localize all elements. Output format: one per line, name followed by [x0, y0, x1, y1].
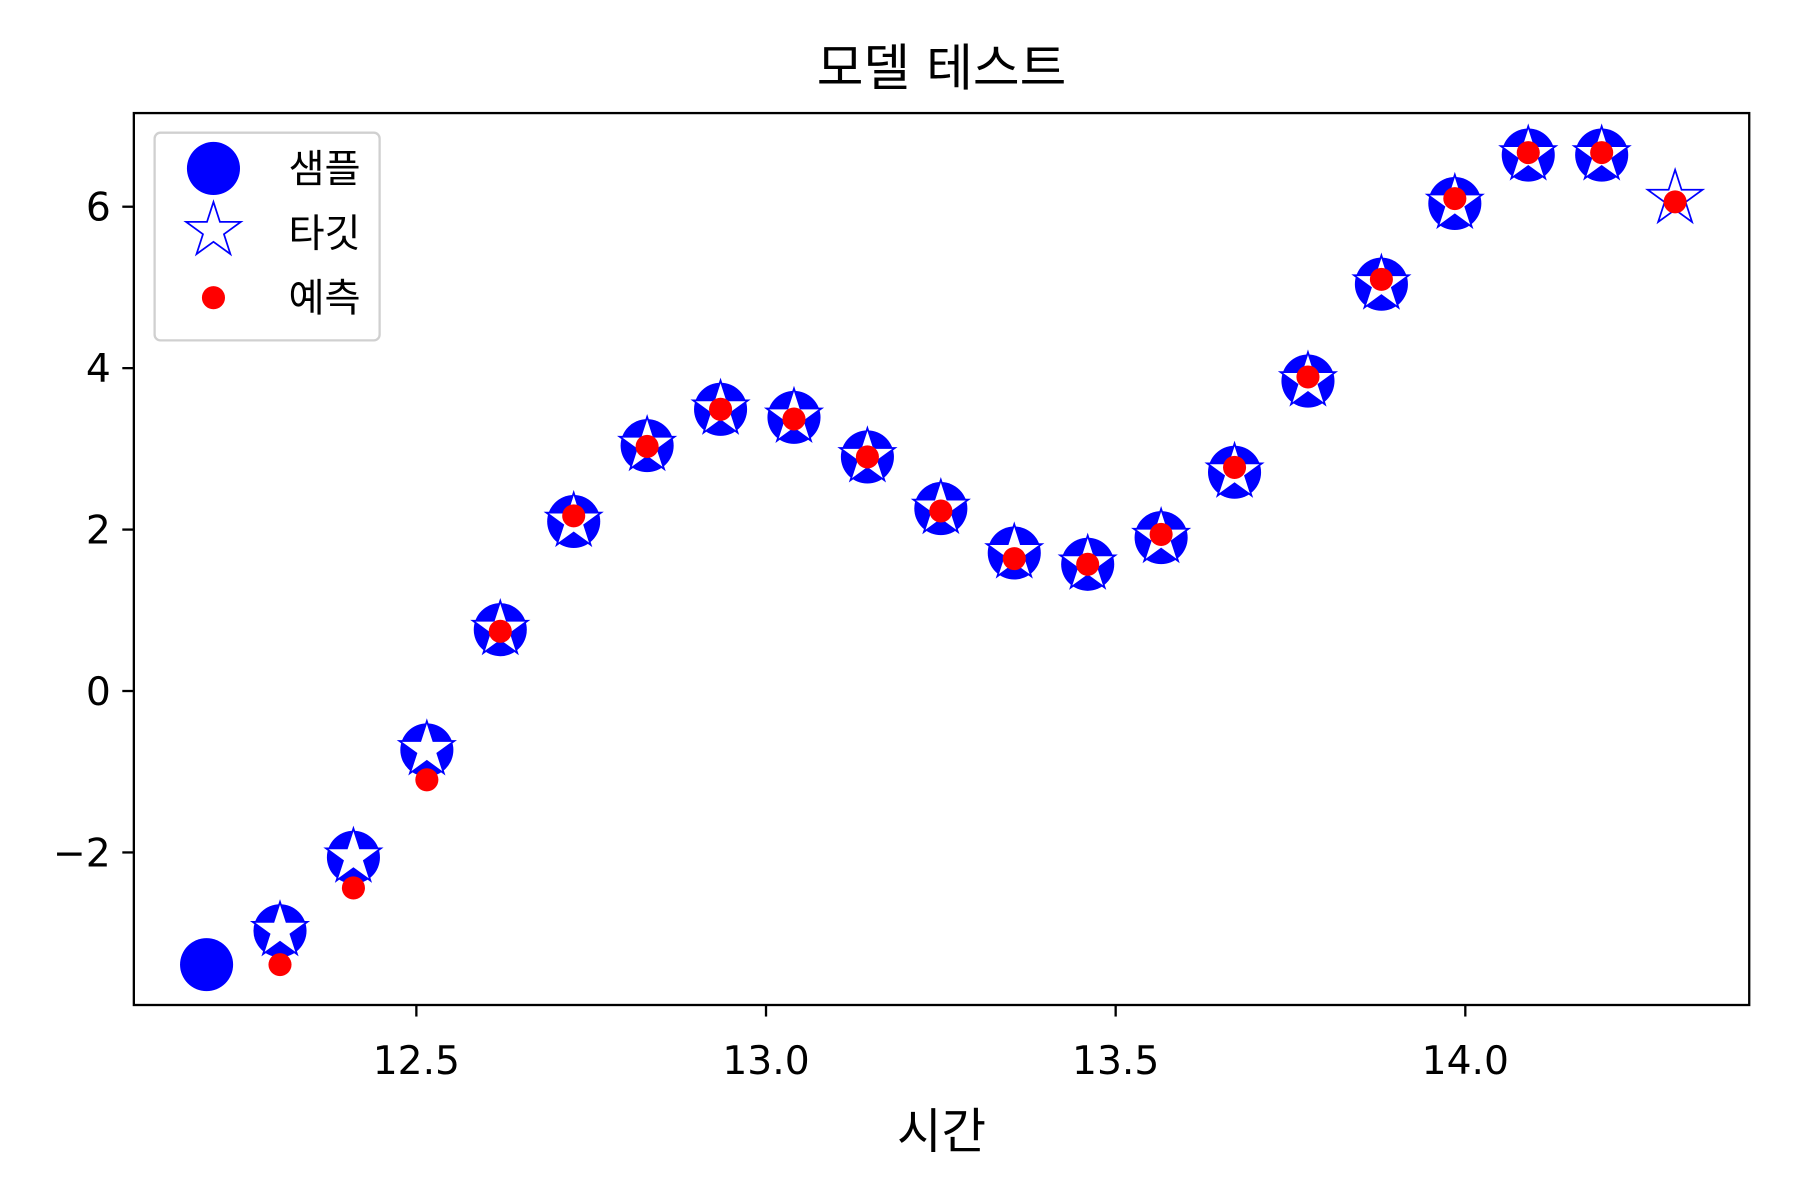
prediction-point	[1149, 522, 1173, 546]
legend-label-target: 타깃	[288, 212, 360, 257]
prediction-point	[1223, 455, 1247, 479]
prediction-point	[488, 619, 512, 643]
prediction-point	[855, 445, 879, 469]
x-tick-label: 12.5	[373, 1039, 460, 1084]
y-tick-label: −2	[53, 831, 111, 876]
prediction-point	[1516, 141, 1540, 165]
y-tick-label: 6	[86, 186, 111, 231]
y-axis: −2 0 2 4 6	[53, 186, 134, 876]
target-point	[323, 825, 384, 883]
prediction-point	[1369, 267, 1393, 291]
x-tick-label: 13.5	[1072, 1039, 1159, 1084]
prediction-point	[1590, 141, 1614, 165]
legend-target-marker	[183, 199, 244, 257]
prediction-point	[709, 397, 733, 421]
legend-prediction-marker	[201, 286, 225, 310]
x-tick-label: 13.0	[722, 1039, 809, 1084]
target-point	[249, 899, 311, 957]
y-tick-label: 0	[86, 670, 111, 715]
y-tick-label: 4	[86, 347, 111, 392]
x-axis: 12.5 13.0 13.5 14.0	[373, 1004, 1509, 1084]
axes-frame	[132, 111, 1751, 1007]
legend-label-prediction: 예측	[288, 277, 360, 322]
prediction-point	[1076, 552, 1100, 576]
plot-marks	[180, 123, 1706, 992]
prediction-point	[268, 953, 292, 977]
prediction-point	[929, 499, 953, 523]
prediction-point	[415, 768, 439, 792]
target-point	[396, 718, 457, 776]
prediction-point	[1663, 190, 1687, 214]
legend-sample-marker	[186, 141, 240, 195]
prediction-point	[782, 407, 806, 431]
y-tick-label: 2	[86, 508, 111, 553]
x-axis-label: 시간	[897, 1104, 986, 1160]
prediction-point	[1443, 187, 1467, 211]
x-tick-label: 14.0	[1422, 1039, 1509, 1084]
prediction-point	[635, 434, 659, 458]
prediction-point	[1296, 365, 1320, 389]
legend: 샘플 타깃 예측	[153, 131, 381, 342]
sample-point	[180, 938, 234, 992]
prediction-point	[341, 876, 365, 900]
prediction-point	[1002, 547, 1026, 571]
legend-label-sample: 샘플	[288, 147, 360, 192]
prediction-point	[562, 504, 586, 528]
chart-title: 모델 테스트	[817, 38, 1067, 97]
